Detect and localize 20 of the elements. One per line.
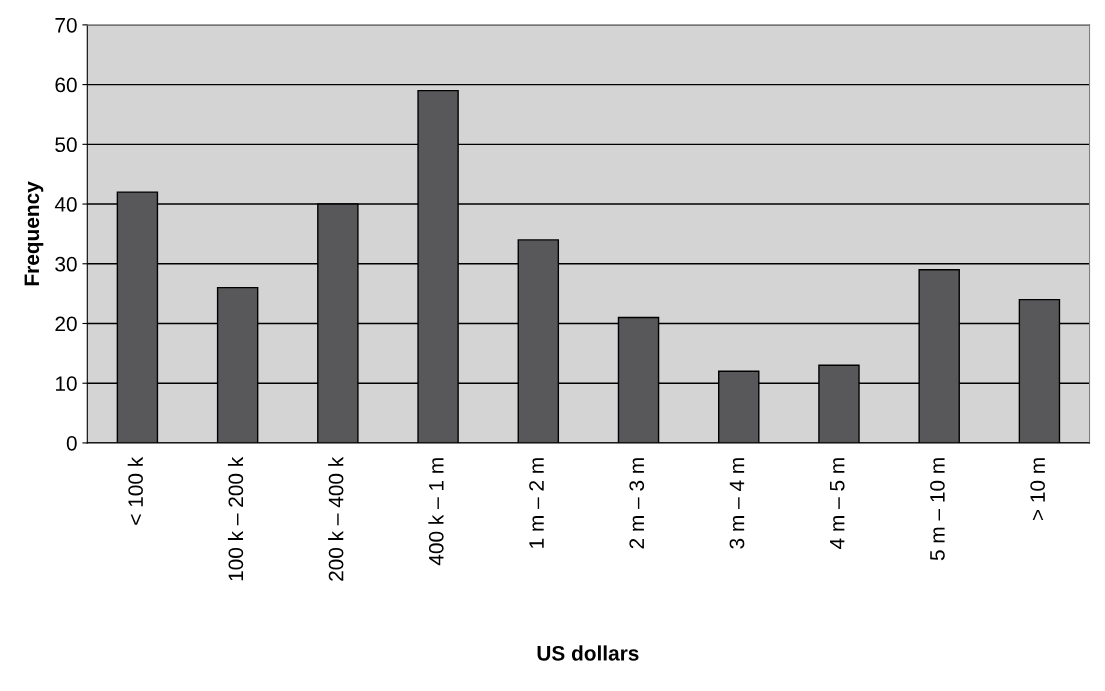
x-tick-label: 200 k – 400 k: [328, 456, 344, 581]
y-tick-label: 20: [55, 316, 77, 332]
x-tick-label: < 100 k: [127, 456, 143, 525]
x-axis-title: US dollars: [537, 645, 639, 661]
x-tick-label: > 10 m: [1030, 458, 1046, 521]
y-tick-label: 10: [55, 376, 77, 391]
x-tick-label: 5 m – 10 m: [930, 458, 945, 561]
y-tick-label: 30: [55, 256, 77, 272]
x-tick-label: 1 m – 2 m: [529, 458, 544, 548]
x-tick-label: 2 m – 3 m: [629, 458, 645, 549]
y-tick-label: 40: [54, 197, 77, 212]
y-tick-label: 60: [55, 77, 77, 93]
y-tick-label: 70: [55, 17, 77, 33]
y-axis-title: Frequency: [24, 181, 44, 286]
x-tick-label: 400 k – 1 m: [428, 458, 444, 566]
y-tick-label: 50: [55, 137, 77, 153]
x-tick-label: 4 m – 5 m: [830, 458, 845, 549]
x-tick-label: 3 m – 4 m: [729, 458, 745, 549]
x-tick-label: 100 k – 200 k: [227, 456, 244, 581]
y-tick-label: 0: [66, 435, 77, 451]
